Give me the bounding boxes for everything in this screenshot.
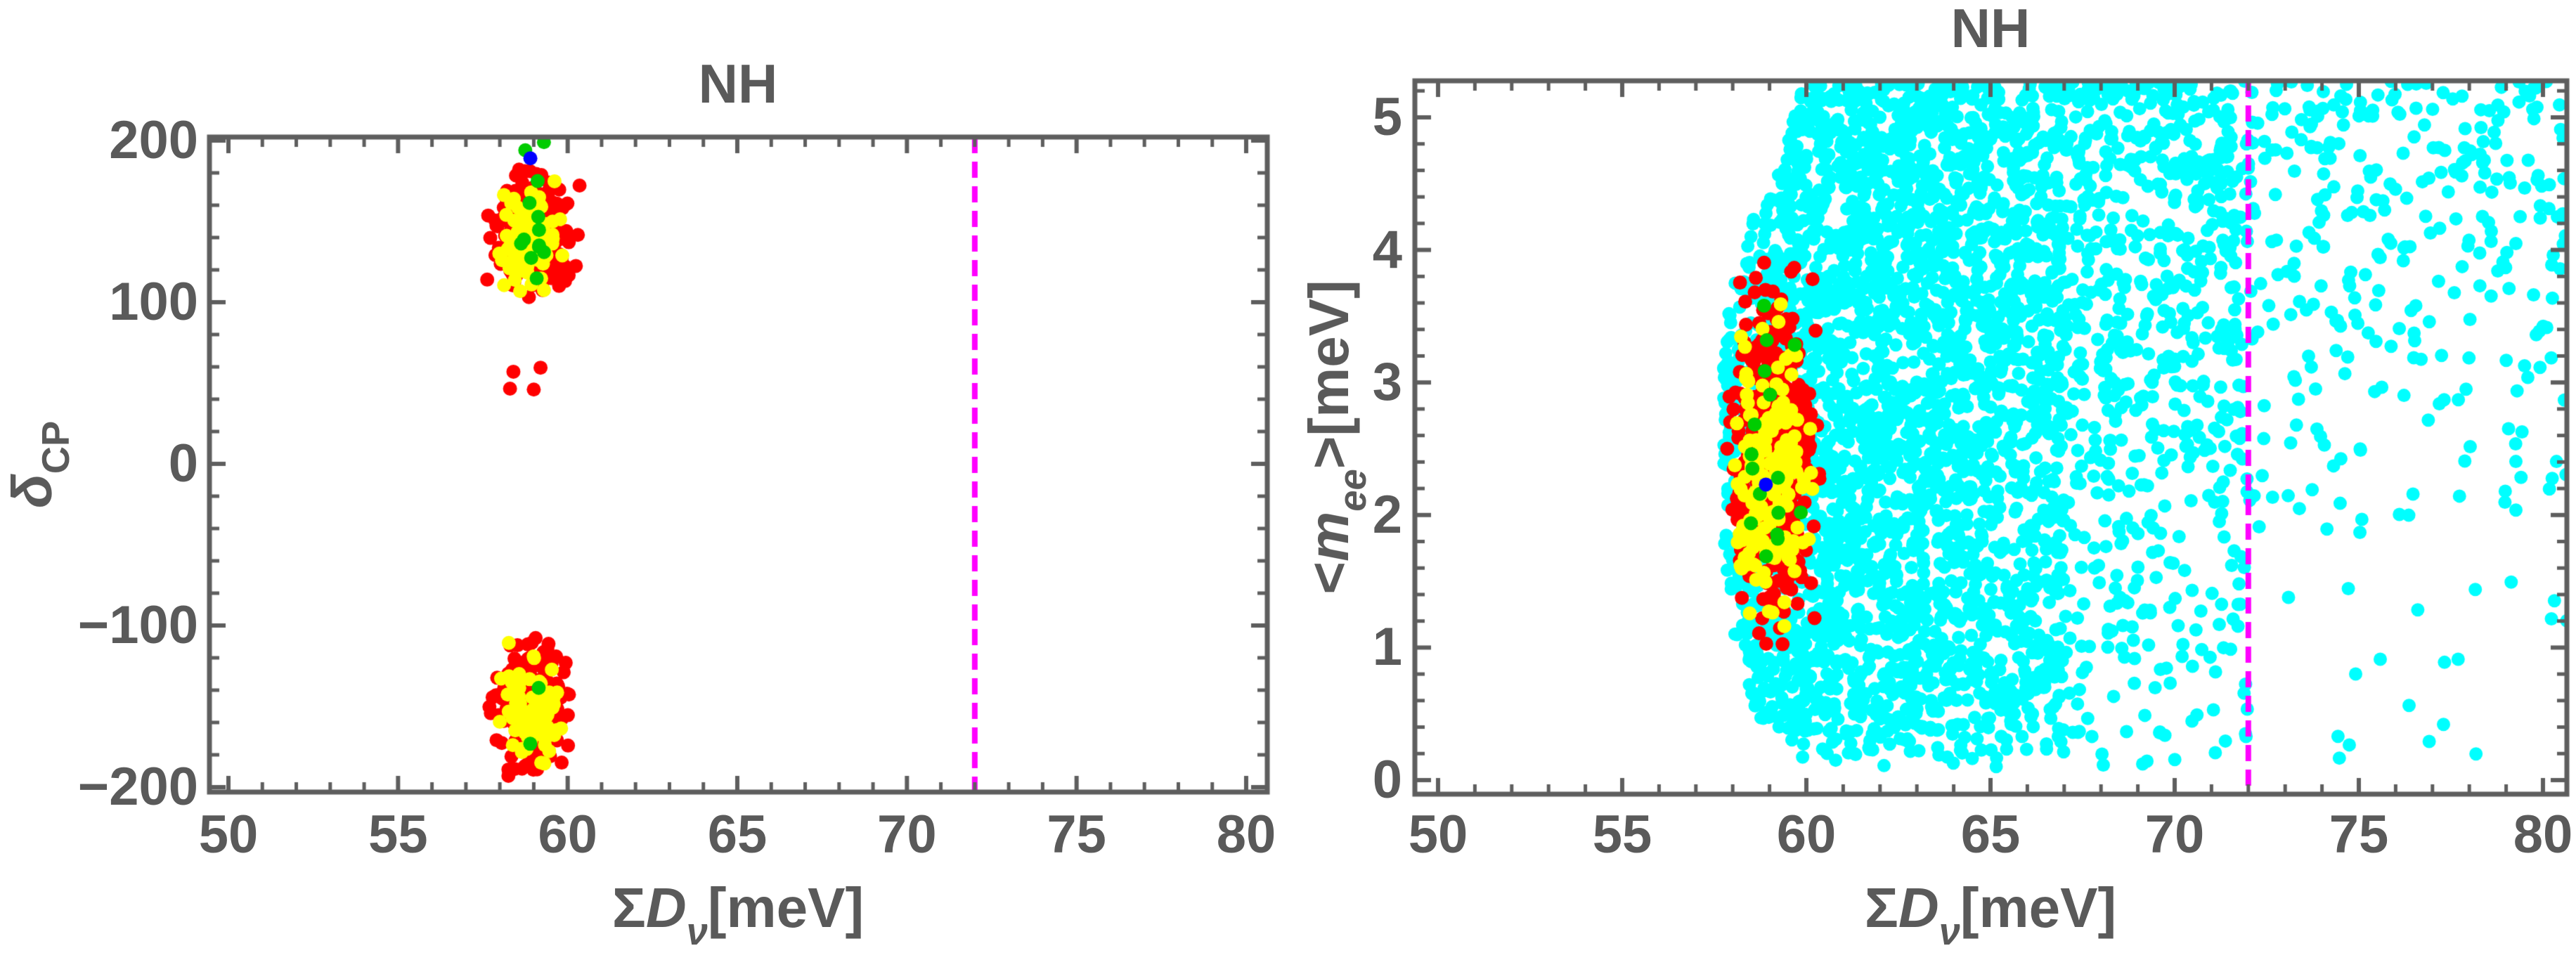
d-symbol: D — [645, 876, 687, 939]
x-tick-label: 80 — [2513, 805, 2573, 864]
x-tick-label: 60 — [1776, 805, 1837, 864]
right-x-axis-label: ΣDν[meV] — [1865, 880, 2116, 951]
sigma-symbol: Σ — [611, 876, 646, 939]
y-tick-label: 4 — [1372, 219, 1402, 280]
x-tick-label: 70 — [2144, 805, 2205, 864]
right-plot-title: NH — [1950, 0, 2031, 59]
x-tick-label: 70 — [877, 805, 937, 864]
x-tick-label: 55 — [1592, 805, 1652, 864]
x-tick-label: 80 — [1216, 805, 1276, 864]
y-tick-label: 0 — [1372, 750, 1402, 810]
y-tick-label: −200 — [77, 757, 198, 817]
mev-unit: [meV] — [1960, 876, 2117, 939]
y-tick-label: −100 — [77, 595, 198, 655]
sigma-symbol: Σ — [1864, 876, 1898, 939]
nu-subscript: ν — [686, 910, 708, 953]
nu-subscript: ν — [1939, 910, 1960, 953]
d-symbol: D — [1898, 876, 1939, 939]
left-plot-title: NH — [698, 53, 778, 115]
y-tick-label: 5 — [1372, 87, 1402, 147]
x-tick-label: 50 — [1408, 805, 1468, 864]
y-tick-label: 3 — [1372, 352, 1402, 413]
x-tick-label: 65 — [1960, 805, 2021, 864]
mev-unit: [meV] — [707, 876, 865, 939]
x-tick-label: 60 — [538, 805, 597, 864]
x-tick-label: 75 — [2329, 805, 2389, 864]
y-tick-label: 2 — [1372, 484, 1402, 545]
y-tick-label: 200 — [109, 110, 198, 170]
y-tick-label: 100 — [109, 272, 198, 332]
x-tick-label: 75 — [1047, 805, 1106, 864]
y-tick-label: 0 — [168, 434, 198, 493]
left-x-axis-label: ΣDν[meV] — [612, 880, 864, 951]
y-tick-label: 1 — [1372, 617, 1402, 678]
x-tick-label: 65 — [707, 805, 768, 864]
right-y-axis-label: <mee>[meV] — [1297, 280, 1374, 594]
x-tick-label: 55 — [368, 805, 428, 864]
x-tick-label: 50 — [198, 805, 259, 864]
left-angle-bracket: < — [1297, 561, 1360, 595]
